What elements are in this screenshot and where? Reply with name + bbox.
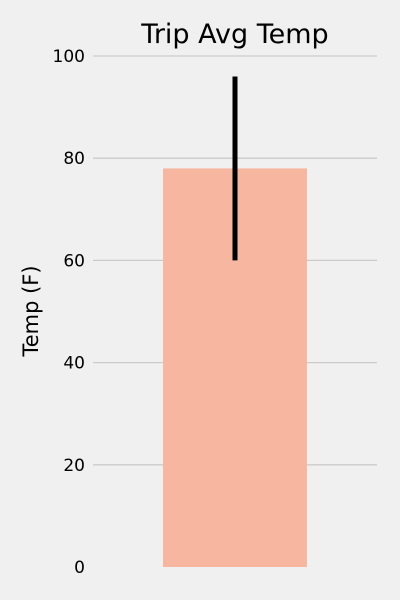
y-tick-labels: 0 20 40 60 80 100 (53, 47, 85, 578)
y-tick-label: 60 (63, 251, 85, 271)
y-tick-label: 0 (74, 558, 85, 578)
y-tick-label: 20 (63, 456, 85, 476)
y-tick-label: 40 (63, 354, 85, 374)
y-tick-label: 100 (53, 47, 85, 67)
y-tick-label: 80 (63, 149, 85, 169)
y-axis-label: Temp (F) (19, 265, 43, 357)
chart-title: Trip Avg Temp (140, 19, 328, 50)
